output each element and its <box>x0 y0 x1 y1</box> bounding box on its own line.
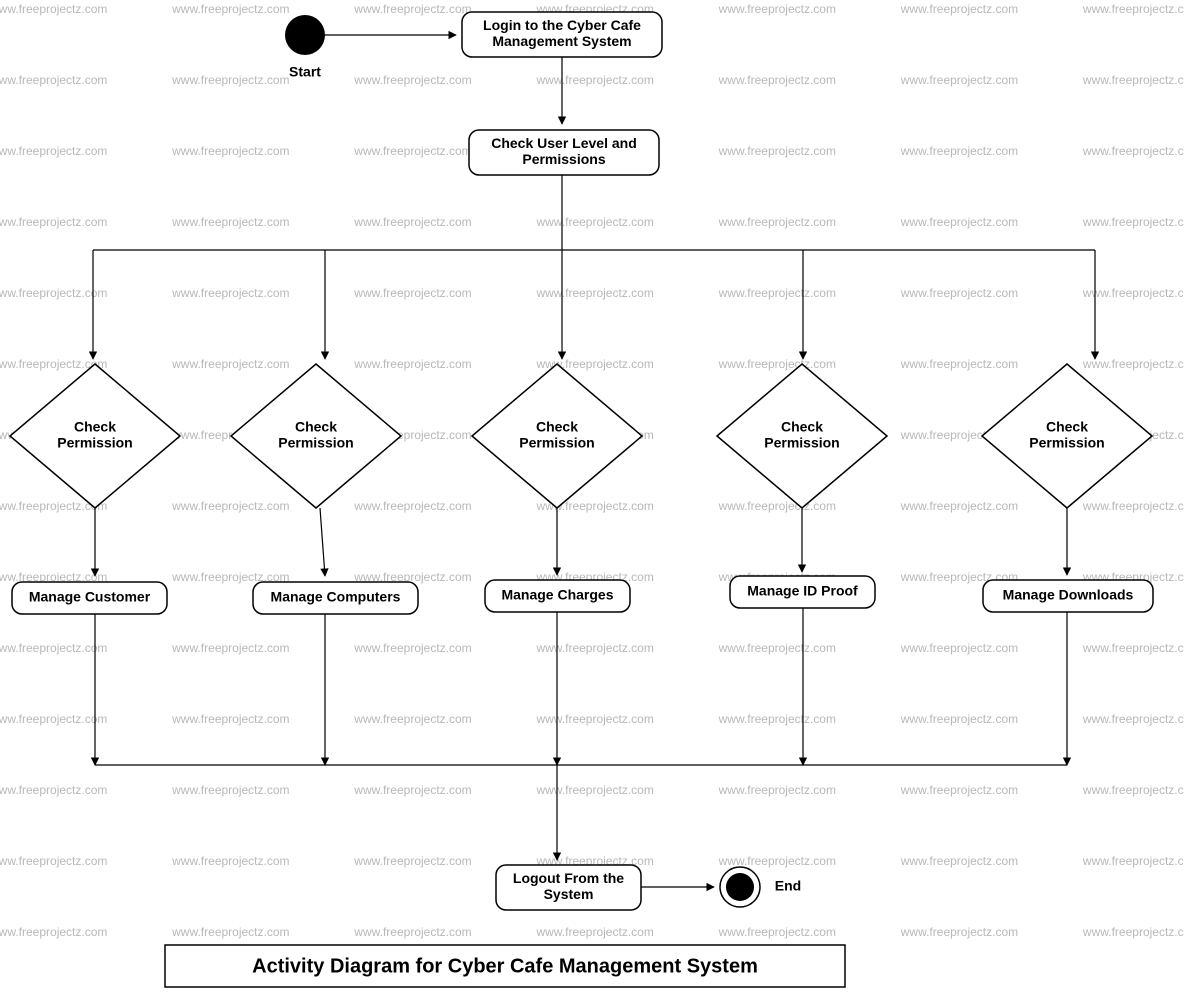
svg-text:Permission: Permission <box>1029 435 1104 451</box>
svg-text:Check: Check <box>1046 419 1088 435</box>
svg-text:Permission: Permission <box>57 435 132 451</box>
svg-text:Logout From the: Logout From the <box>513 870 624 886</box>
svg-text:Check: Check <box>74 419 116 435</box>
svg-text:Permissions: Permissions <box>522 151 605 167</box>
svg-text:End: End <box>775 878 801 894</box>
svg-text:Check User Level and: Check User Level and <box>491 135 637 151</box>
svg-text:Login to the Cyber Cafe: Login to the Cyber Cafe <box>483 17 641 33</box>
svg-text:Check: Check <box>536 419 578 435</box>
svg-text:Manage Downloads: Manage Downloads <box>1003 587 1134 603</box>
svg-text:Start: Start <box>289 64 321 80</box>
svg-text:Permission: Permission <box>278 435 353 451</box>
svg-text:Manage Customer: Manage Customer <box>29 589 151 605</box>
svg-text:System: System <box>544 886 594 902</box>
svg-text:Permission: Permission <box>519 435 594 451</box>
svg-text:Check: Check <box>295 419 337 435</box>
svg-text:Management System: Management System <box>492 33 631 49</box>
activity-diagram: Login to the Cyber CafeManagement System… <box>0 0 1184 994</box>
svg-text:Manage Computers: Manage Computers <box>271 589 401 605</box>
svg-text:Manage Charges: Manage Charges <box>501 587 613 603</box>
svg-text:Check: Check <box>781 419 823 435</box>
svg-text:Manage ID Proof: Manage ID Proof <box>747 583 858 599</box>
svg-text:Permission: Permission <box>764 435 839 451</box>
svg-text:Activity Diagram for Cyber Caf: Activity Diagram for Cyber Cafe Manageme… <box>252 955 758 977</box>
